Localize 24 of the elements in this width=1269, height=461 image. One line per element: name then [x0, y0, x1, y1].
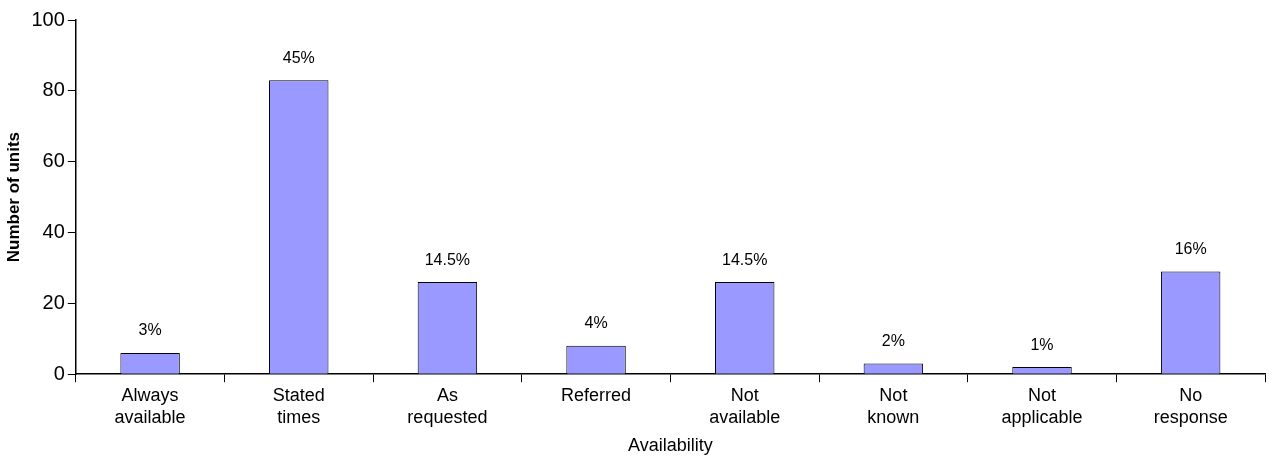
annotation: 4% — [584, 314, 608, 332]
annotation: 1% — [1030, 335, 1054, 353]
x-tick-label: No response — [1153, 384, 1228, 427]
annotation: 45% — [282, 48, 315, 66]
annotation: 2% — [881, 331, 905, 349]
annotation: 14.5% — [722, 250, 768, 268]
y-tick-label: 20 — [42, 290, 65, 313]
x-tick-label: Always available — [114, 384, 186, 427]
x-tick-label: Not known — [867, 384, 920, 427]
x-tick-label: Not available — [709, 384, 781, 427]
x-tick-label: Referred — [561, 384, 632, 405]
y-tick-label: 60 — [42, 149, 65, 172]
annotation: 3% — [138, 321, 162, 339]
y-axis-title: Number of units — [3, 131, 23, 263]
y-tick-label: 100 — [31, 7, 65, 30]
y-tick-label: 80 — [42, 78, 65, 101]
x-axis-title: Availability — [628, 435, 713, 456]
y-tick-label: 40 — [42, 220, 65, 243]
y-tick-label: 0 — [53, 361, 65, 384]
x-tick-label: As requested — [407, 384, 488, 427]
annotation: 14.5% — [424, 250, 471, 268]
annotation: 16% — [1174, 239, 1207, 257]
x-tick-label: Not applicable — [1001, 384, 1083, 427]
x-tick-label: Stated times — [272, 384, 325, 427]
